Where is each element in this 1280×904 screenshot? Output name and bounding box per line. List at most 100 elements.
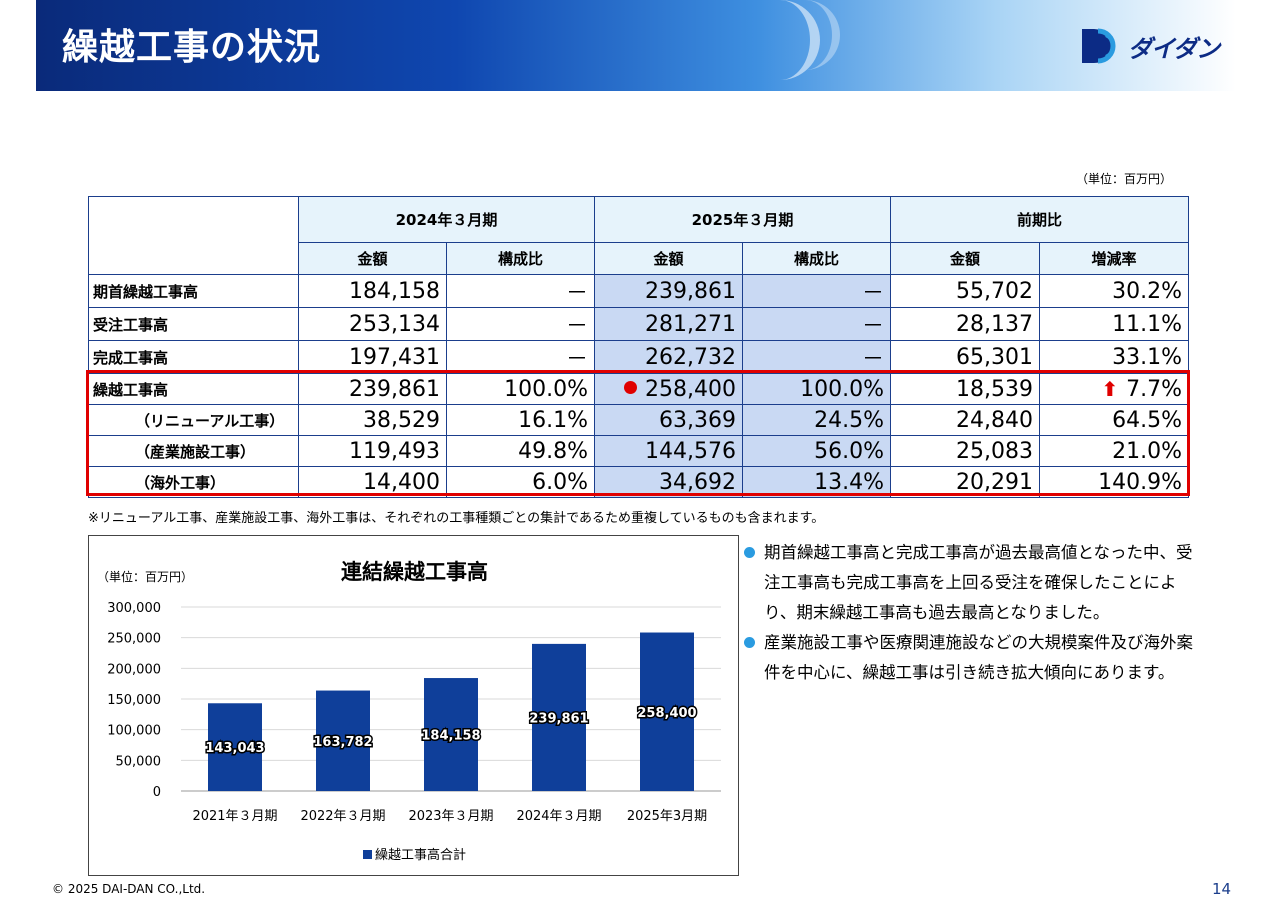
chart-plot: 0 50,000 100,000 150,000 200,000 250,000 300,0… <box>107 601 721 824</box>
bar <box>316 690 370 791</box>
table-cell: 65,301 <box>890 340 1040 374</box>
table-cell: － <box>742 340 891 374</box>
x-tick-label: 2021年３月期 <box>192 809 277 824</box>
table-cell-growth: ⬆ 7.7% <box>1038 373 1190 405</box>
table-cell: 281,271 <box>594 307 743 341</box>
x-tick-label: 2023年３月期 <box>408 809 493 824</box>
bar <box>532 643 586 791</box>
row-label: 繰越工事高 <box>88 373 299 405</box>
subheader: 金額 <box>890 242 1040 275</box>
table-cell: 24,840 <box>890 404 1040 436</box>
y-tick-label: 300,000 <box>107 601 161 616</box>
table-cell: 6.0% <box>446 466 595 498</box>
group-header-2025: 2025年３月期 <box>594 196 891 243</box>
subheader: 金額 <box>594 242 743 275</box>
table-cell: 14,400 <box>298 466 447 498</box>
table-cell: 63,369 <box>594 404 743 436</box>
legend-swatch <box>362 850 372 859</box>
chart-legend: 繰越工事高合計 <box>89 844 740 863</box>
cell-value: 258,400 <box>645 376 736 402</box>
bullet-text: 産業施設工事や医療関連施設などの大規模案件及び海外案件を中心に、繰越工事は引き続… <box>764 633 1193 682</box>
table-cell: 253,134 <box>298 307 447 341</box>
bar <box>208 703 262 791</box>
bar <box>640 632 694 791</box>
table-cell: 38,529 <box>298 404 447 436</box>
copyright: © 2025 DAI-DAN CO.,Ltd. <box>52 882 206 896</box>
table-cell: 119,493 <box>298 435 447 467</box>
table-cell: 33.1% <box>1038 340 1190 374</box>
company-logo: ダイダン <box>1080 26 1220 66</box>
x-tick-label: 2022年３月期 <box>300 809 385 824</box>
y-tick-label: 200,000 <box>107 662 161 677</box>
table-unit-label: （単位：百万円） <box>1076 172 1173 186</box>
table-cell: 239,861 <box>594 274 743 308</box>
cell-value: 7.7% <box>1126 376 1183 402</box>
bar-data-label: 239,861 <box>529 711 588 726</box>
table-cell: － <box>742 307 891 341</box>
header-decoration-2 <box>740 0 840 70</box>
table-cell: 16.1% <box>446 404 595 436</box>
table-cell: 184,158 <box>298 274 447 308</box>
backlog-table: 2024年３月期 2025年３月期 前期比 金額 構成比 金額 構成比 金額 増… <box>88 196 1190 498</box>
commentary: 期首繰越工事高と完成工事高が過去最高値となった中、受注工事高も完成工事高を上回る… <box>744 538 1194 688</box>
subheader: 構成比 <box>742 242 891 275</box>
logo-mark-icon <box>1082 28 1116 64</box>
bullet-item: 産業施設工事や医療関連施設などの大規模案件及び海外案件を中心に、繰越工事は引き続… <box>744 628 1194 688</box>
red-dot-icon <box>624 380 638 394</box>
table-cell: 49.8% <box>446 435 595 467</box>
bar <box>424 678 478 791</box>
row-label: （リニューアル工事） <box>88 404 299 436</box>
x-tick-label: 2024年３月期 <box>516 809 601 824</box>
bar-data-label: 184,158 <box>421 729 480 744</box>
table-row: 受注工事高 253,134 － 281,271 － 28,137 11.1% <box>88 307 1190 341</box>
table-cell: 56.0% <box>742 435 891 467</box>
page-title: 繰越工事の状況 <box>62 27 322 68</box>
table-cell: 144,576 <box>594 435 743 467</box>
chart-unit-label: （単位：百万円） <box>97 570 194 584</box>
bar-data-label: 258,400 <box>637 706 696 721</box>
table-cell: 24.5% <box>742 404 891 436</box>
y-tick-label: 50,000 <box>116 754 162 769</box>
bar-data-label: 143,043 <box>205 741 264 756</box>
legend-label: 繰越工事高合計 <box>374 848 466 863</box>
table-corner <box>88 196 299 275</box>
table-footnote: ※リニューアル工事、産業施設工事、海外工事は、それぞれの工事種類ごとの集計である… <box>88 511 825 526</box>
bullet-dot-icon <box>744 547 755 558</box>
y-tick-label: 0 <box>153 785 161 800</box>
table-row: 期首繰越工事高 184,158 － 239,861 － 55,702 30.2% <box>88 274 1190 308</box>
row-label: （産業施設工事） <box>88 435 299 467</box>
table-cell: 21.0% <box>1038 435 1190 467</box>
row-label: 期首繰越工事高 <box>88 274 299 308</box>
subheader: 構成比 <box>446 242 595 275</box>
row-label: 受注工事高 <box>88 307 299 341</box>
table-cell: － <box>446 340 595 374</box>
chart-title: 連結繰越工事高 <box>341 560 488 584</box>
row-label: 完成工事高 <box>88 340 299 374</box>
table-cell: 262,732 <box>594 340 743 374</box>
x-tick-label: 2025年3月期 <box>627 809 707 824</box>
table-row: （産業施設工事） 119,493 49.8% 144,576 56.0% 25,… <box>88 435 1190 467</box>
table-cell: 34,692 <box>594 466 743 498</box>
bullet-text: 期首繰越工事高と完成工事高が過去最高値となった中、受注工事高も完成工事高を上回る… <box>764 543 1193 622</box>
table-cell: － <box>446 307 595 341</box>
group-header-yoy: 前期比 <box>889 196 1190 243</box>
table-cell: － <box>742 274 891 308</box>
group-header-2024: 2024年３月期 <box>298 196 595 243</box>
bullet-dot-icon <box>744 637 755 648</box>
table-cell: 18,539 <box>890 373 1040 405</box>
backlog-chart: 連結繰越工事高 （単位：百万円） 0 50,000 100,000 150,000 20… <box>88 535 739 876</box>
row-label: （海外工事） <box>88 466 299 498</box>
table-row: 繰越工事高 239,861 100.0% 258,400 100.0% 18,5… <box>88 373 1190 405</box>
logo-text: ダイダン <box>1128 34 1220 63</box>
subheader: 金額 <box>298 242 447 275</box>
table-cell: 197,431 <box>298 340 447 374</box>
table-row: （海外工事） 14,400 6.0% 34,692 13.4% 20,291 1… <box>88 466 1190 498</box>
table-cell: 100.0% <box>446 373 595 405</box>
table-cell: 239,861 <box>298 373 447 405</box>
table-cell: － <box>446 274 595 308</box>
bullet-item: 期首繰越工事高と完成工事高が過去最高値となった中、受注工事高も完成工事高を上回る… <box>744 538 1194 628</box>
table-cell: 11.1% <box>1038 307 1190 341</box>
bar-data-label: 163,782 <box>313 735 372 750</box>
table-row: 完成工事高 197,431 － 262,732 － 65,301 33.1% <box>88 340 1190 374</box>
up-arrow-icon: ⬆ <box>1101 376 1119 401</box>
